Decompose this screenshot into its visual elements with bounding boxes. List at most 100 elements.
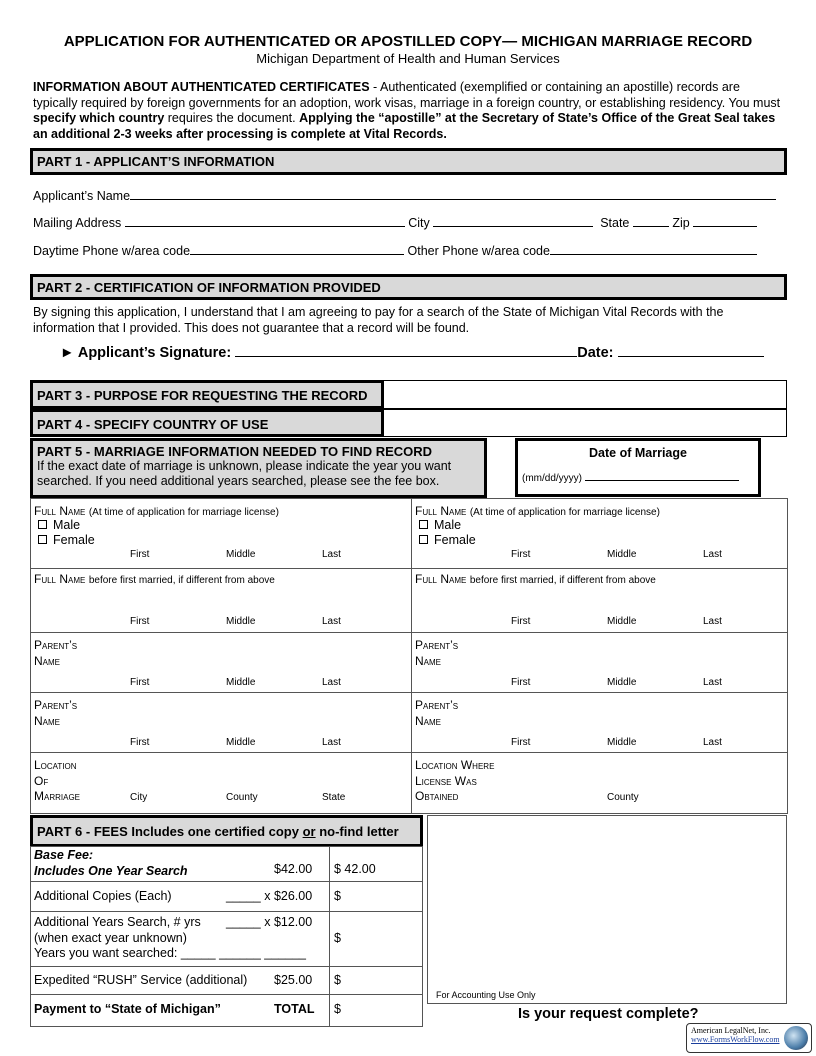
last-label: Last xyxy=(322,677,341,688)
checkbox-icon[interactable] xyxy=(419,520,428,529)
last-label: Last xyxy=(322,737,341,748)
info-heading: INFORMATION ABOUT AUTHENTICATED CERTIFIC… xyxy=(33,80,370,94)
info-bold: specify which country xyxy=(33,111,165,125)
label: Parent’s xyxy=(34,638,78,652)
checkbox-icon[interactable] xyxy=(419,535,428,544)
last-label: Last xyxy=(322,616,341,627)
mailing-address-field[interactable]: Mailing Address City State Zip xyxy=(33,216,758,230)
parent-name-label: Parent’s Name xyxy=(34,697,77,729)
years-price[interactable]: _____ x $12.00 xyxy=(226,915,313,929)
label: Location xyxy=(34,758,77,772)
label: Daytime Phone w/area code xyxy=(33,244,191,258)
label: ► Applicant’s Signature: xyxy=(60,345,232,361)
phone-fields[interactable]: Daytime Phone w/area code Other Phone w/… xyxy=(33,244,757,258)
table-cell[interactable] xyxy=(30,692,412,753)
label: Applicant’s Name xyxy=(33,189,131,203)
fee-amount-cell[interactable] xyxy=(329,966,423,995)
page-subtitle: Michigan Department of Health and Human … xyxy=(256,51,560,66)
part4-header: PART 4 - SPECIFY COUNTRY OF USE xyxy=(30,409,384,437)
country-input[interactable] xyxy=(383,409,787,437)
label: Additional Years Search, # yrs xyxy=(34,915,201,929)
fee-amount-cell[interactable] xyxy=(329,911,423,967)
female-checkbox[interactable]: Female xyxy=(38,533,95,547)
checkbox-icon[interactable] xyxy=(38,520,47,529)
info-paragraph: INFORMATION ABOUT AUTHENTICATED CERTIFIC… xyxy=(33,80,785,142)
label: Full Name xyxy=(415,504,467,518)
label: (At time of application for marriage lic… xyxy=(469,507,660,518)
license-location-label: Location Where License Was Obtained xyxy=(415,758,494,805)
label: (when exact year unknown) xyxy=(34,930,187,945)
checkbox-icon[interactable] xyxy=(38,535,47,544)
purpose-input[interactable] xyxy=(383,380,787,409)
state-label: State xyxy=(322,792,346,803)
male-checkbox[interactable]: Male xyxy=(419,518,461,532)
part5-header: PART 5 - MARRIAGE INFORMATION NEEDED TO … xyxy=(30,438,487,498)
date-format: (mm/dd/yyyy) xyxy=(522,473,582,484)
copies-label: Additional Copies (Each) xyxy=(34,889,172,903)
years-searched-field[interactable]: Years you want searched: _____ ______ __… xyxy=(34,946,306,960)
label: Male xyxy=(434,518,462,532)
label: Includes One Year Search xyxy=(34,864,188,878)
first-label: First xyxy=(511,549,531,560)
request-complete-text: Is your request complete? xyxy=(518,1006,699,1022)
city-label: City xyxy=(130,792,148,803)
first-label: First xyxy=(130,677,150,688)
label: Name xyxy=(415,714,442,728)
label: Name xyxy=(415,654,442,668)
table-cell[interactable] xyxy=(411,632,788,693)
label: Zip xyxy=(672,216,690,230)
info-text: requires the document. xyxy=(164,111,300,125)
middle-label: Middle xyxy=(226,616,256,627)
label: City xyxy=(408,216,430,230)
parent-name-label: Parent’s Name xyxy=(34,637,77,669)
last-label: Last xyxy=(703,737,722,748)
date-field: (mm/dd/yyyy) xyxy=(522,473,739,484)
info-bold: Applying the “apostille” at the Secretar… xyxy=(33,111,776,141)
accounting-box: For Accounting Use Only xyxy=(427,815,787,1004)
table-cell[interactable] xyxy=(411,752,788,814)
label: Full Name xyxy=(34,572,86,586)
first-label: First xyxy=(511,616,531,627)
payment-label: Payment to “State of Michigan” xyxy=(34,1002,221,1016)
label: Location Where xyxy=(415,758,495,772)
page-title: APPLICATION FOR AUTHENTICATED OR APOSTIL… xyxy=(63,33,753,50)
table-cell[interactable] xyxy=(30,632,412,693)
copies-price[interactable]: _____ x $26.00 xyxy=(226,889,313,903)
applicant-name-field[interactable]: Applicant’s Name xyxy=(33,189,777,203)
first-label: First xyxy=(130,549,150,560)
last-label: Last xyxy=(703,616,722,627)
middle-label: Middle xyxy=(607,549,637,560)
label: (At time of application for marriage lic… xyxy=(88,507,279,518)
info-text: - Authenticated (exemplified or containi… xyxy=(33,80,781,110)
part6-title: no-find letter xyxy=(315,824,399,839)
location-of-marriage-label: Location Of Marriage xyxy=(34,758,80,805)
fee-amount-cell[interactable] xyxy=(329,994,423,1027)
date-of-marriage-box[interactable]: Date of Marriage (mm/dd/yyyy) xyxy=(515,438,761,497)
base-fee-price: $42.00 xyxy=(274,862,313,876)
table-cell[interactable] xyxy=(411,692,788,753)
logo-link[interactable]: www.FormsWorkFlow.com xyxy=(691,1035,780,1044)
fee-amount-cell[interactable] xyxy=(329,881,423,912)
american-legalnet-logo[interactable]: American LegalNet, Inc. www.FormsWorkFlow… xyxy=(686,1023,812,1053)
male-checkbox[interactable]: Male xyxy=(38,518,80,532)
first-label: First xyxy=(130,737,150,748)
signature-field[interactable]: ► Applicant’s Signature: Date: xyxy=(60,345,764,361)
label: Marriage xyxy=(34,789,81,803)
first-label: First xyxy=(511,737,531,748)
first-label: First xyxy=(130,616,150,627)
table-cell[interactable] xyxy=(30,752,412,814)
maiden-name-label: Full Name before first married, if diffe… xyxy=(415,572,656,586)
dollar-sign: $ xyxy=(334,931,341,945)
label: Full Name xyxy=(415,572,467,586)
part6-or: or xyxy=(302,824,316,839)
female-checkbox[interactable]: Female xyxy=(419,533,476,547)
part2-header: PART 2 - CERTIFICATION OF INFORMATION PR… xyxy=(30,274,787,300)
middle-label: Middle xyxy=(226,677,256,688)
years-label: Additional Years Search, # yrs (when exac… xyxy=(34,915,306,962)
county-label: County xyxy=(226,792,258,803)
part5-note: If the exact date of marriage is unknown… xyxy=(37,459,452,473)
full-name-label: Full Name (At time of application for ma… xyxy=(415,504,660,518)
dollar-sign: $ xyxy=(334,1002,341,1016)
accounting-label: For Accounting Use Only xyxy=(436,990,536,1000)
last-label: Last xyxy=(703,549,722,560)
